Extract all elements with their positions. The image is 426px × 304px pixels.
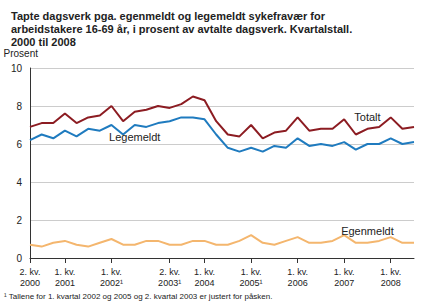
svg-text:2. kv.: 2. kv.	[159, 267, 180, 277]
svg-text:arbeidstakere 16-69 år, i pros: arbeidstakere 16-69 år, i prosent av avt…	[11, 23, 352, 35]
svg-text:2004: 2004	[195, 278, 215, 288]
svg-text:1. kv.: 1. kv.	[334, 267, 355, 277]
svg-text:6: 6	[16, 139, 22, 150]
svg-text:1. kv.: 1. kv.	[380, 267, 401, 277]
svg-text:¹ Tallene for 1. kvartal 2002: ¹ Tallene for 1. kvartal 2002 og 2005 og…	[4, 292, 272, 301]
svg-text:Legemeldt: Legemeldt	[109, 131, 160, 143]
svg-text:2000: 2000	[20, 278, 40, 288]
svg-text:2002¹: 2002¹	[100, 278, 123, 288]
svg-text:2001: 2001	[55, 278, 75, 288]
svg-text:2. kv.: 2. kv.	[20, 267, 41, 277]
svg-text:2008: 2008	[381, 278, 401, 288]
svg-text:2006: 2006	[288, 278, 308, 288]
svg-text:2005¹: 2005¹	[240, 278, 263, 288]
svg-text:Prosent: Prosent	[4, 48, 39, 59]
svg-text:10: 10	[11, 63, 23, 74]
svg-text:0: 0	[16, 253, 22, 264]
svg-text:4: 4	[16, 177, 22, 188]
svg-text:2003¹: 2003¹	[158, 278, 181, 288]
svg-text:2007: 2007	[334, 278, 354, 288]
svg-text:1. kv.: 1. kv.	[194, 267, 215, 277]
svg-text:1. kv.: 1. kv.	[241, 267, 262, 277]
svg-text:8: 8	[16, 101, 22, 112]
svg-text:1. kv.: 1. kv.	[101, 267, 122, 277]
svg-text:1. kv.: 1. kv.	[287, 267, 308, 277]
svg-text:2: 2	[16, 215, 22, 226]
svg-text:Totalt: Totalt	[354, 111, 380, 123]
svg-text:Tapte dagsverk pga. egenmeldt: Tapte dagsverk pga. egenmeldt og legemel…	[11, 10, 326, 22]
svg-text:Egenmeldt: Egenmeldt	[341, 225, 394, 237]
svg-text:2000 til 2008: 2000 til 2008	[11, 36, 76, 48]
svg-text:1. kv.: 1. kv.	[54, 267, 75, 277]
